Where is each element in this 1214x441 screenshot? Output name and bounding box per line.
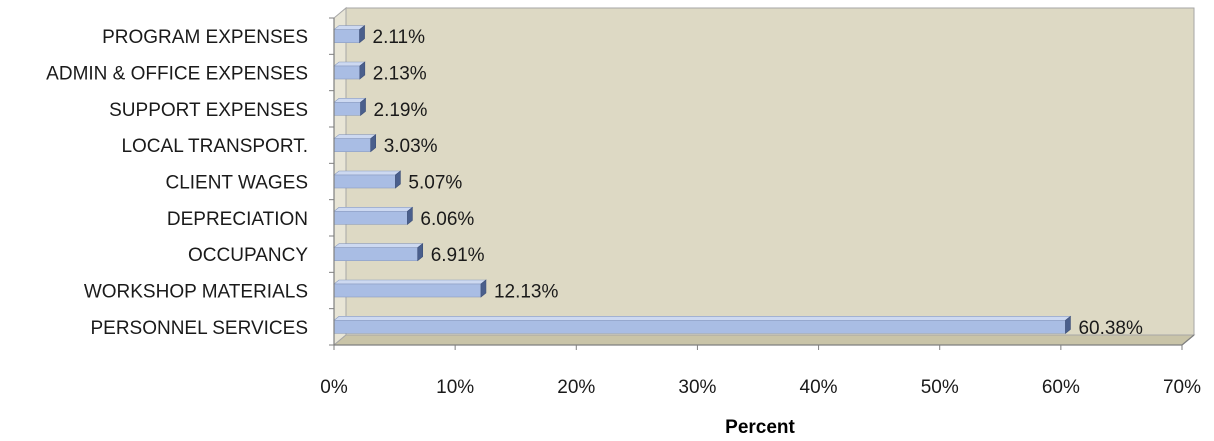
data-label: 60.38% [1078,318,1143,339]
bar-5 [333,170,402,189]
bar-top-face [333,316,1072,321]
bar-end-cap [407,206,413,225]
data-label: 6.91% [431,245,485,266]
axes-group [329,17,1195,350]
bar-1 [333,25,366,44]
bar-end-cap [360,97,366,116]
bar-front-face [333,138,372,152]
data-label: 2.13% [373,64,427,85]
bar-front-face [333,174,396,189]
bar-end-cap [359,25,365,44]
bar-7 [333,243,424,262]
x-tick-label: 20% [557,377,595,398]
bar-top-face [333,243,424,248]
bar-end-cap [417,243,424,262]
bar-3 [333,97,367,116]
category-label: PROGRAM EXPENSES [102,27,308,48]
bar-end-cap [359,61,366,80]
x-tick-label: 0% [320,377,348,398]
bar-9 [333,315,1072,334]
category-label: ADMIN & OFFICE EXPENSES [46,64,308,85]
x-tick-label: 50% [921,377,959,398]
category-label: WORKSHOP MATERIALS [84,282,308,303]
category-label: PERSONNEL SERVICES [90,318,308,339]
bars-group [333,25,1072,334]
plot-back-wall [345,7,1195,336]
bar-front-face [333,211,408,225]
data-label: 3.03% [384,136,438,157]
category-label: LOCAL TRANSPORT. [121,136,308,157]
bar-front-face [333,102,361,116]
bar-end-cap [480,279,487,298]
bar-8 [333,279,487,298]
bar-front-face [333,320,1066,334]
bar-top-face [333,207,414,212]
bar-top-face [333,134,377,139]
data-label: 2.11% [373,27,426,48]
bar-end-cap [370,134,377,153]
plot-area [332,6,1196,347]
bar-front-face [333,283,482,298]
x-axis-title: Percent [725,417,795,438]
bar-end-cap [1065,315,1071,334]
bar-top-face [333,279,487,285]
data-label: 12.13% [494,282,559,303]
category-label: OCCUPANCY [188,245,308,266]
x-tick-label: 60% [1042,377,1080,398]
x-axis-depth-line [1181,334,1195,346]
bar-top-face [333,170,402,176]
labels-group: PROGRAM EXPENSES 2.11% ADMIN & OFFICE EXPE… [46,27,1201,398]
data-label: 6.06% [420,209,474,230]
bar-end-cap [395,170,401,189]
bar-front-face [333,247,419,261]
category-label: DEPRECIATION [167,209,308,230]
x-tick-label: 40% [800,377,838,398]
category-label: CLIENT WAGES [165,173,308,194]
bar-6 [333,206,414,225]
x-tick-label: 10% [436,377,474,398]
category-label: SUPPORT EXPENSES [109,100,308,121]
x-tick-label: 30% [678,377,716,398]
plot-floor [332,334,1196,346]
bar-front-face [333,29,360,43]
data-label: 2.19% [374,100,428,121]
bar-front-face [333,65,361,80]
data-label: 5.07% [408,173,462,194]
bar-2 [333,61,366,80]
x-tick-label: 70% [1163,377,1201,398]
bar-4 [333,134,377,153]
